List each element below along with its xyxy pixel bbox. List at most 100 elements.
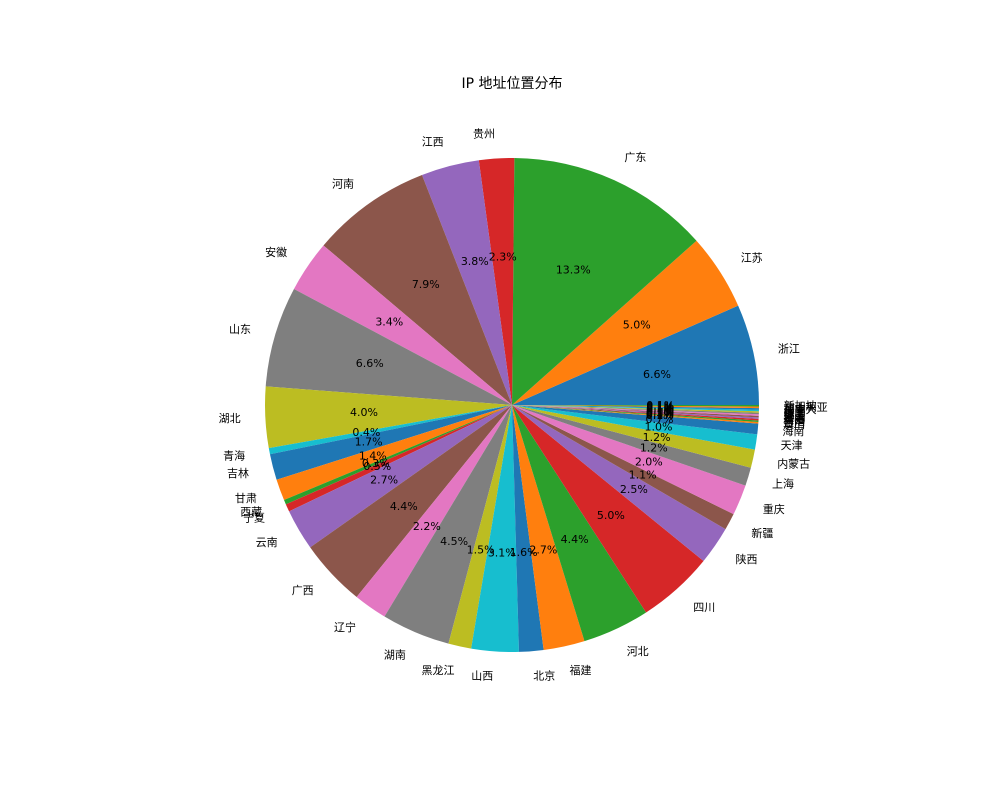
pie-slice	[323, 174, 512, 405]
pie-slice	[512, 405, 759, 421]
slice-category-label: 澳门	[783, 417, 805, 431]
slice-percent-label: 1.2%	[640, 442, 668, 455]
slice-category-label: 福建	[570, 663, 592, 677]
slice-percent-label: 0.1%	[646, 400, 674, 413]
pie-slice	[512, 405, 726, 561]
slice-category-label: 海南	[782, 424, 804, 438]
pie-slice	[512, 405, 746, 515]
slice-category-label: 江西	[422, 136, 444, 149]
slice-percent-label: 0.3%	[362, 457, 390, 470]
pie-slice	[512, 405, 734, 530]
slice-category-label: 德国	[784, 405, 806, 419]
pie-slice	[265, 386, 512, 449]
pie-slice	[284, 405, 512, 505]
slice-category-label: 英国	[784, 407, 806, 421]
slice-category-label: 陕西	[736, 552, 758, 566]
slice-percent-label: 2.2%	[413, 520, 441, 533]
pie-slice	[512, 405, 704, 613]
slice-percent-label: 7.9%	[412, 278, 440, 291]
slice-category-label: 内蒙古	[777, 457, 810, 471]
slice-percent-label: 2.0%	[635, 456, 663, 469]
slice-category-label: 广西	[292, 584, 314, 597]
pie-slice	[512, 405, 585, 650]
pie-slice	[512, 405, 760, 407]
pie-slice	[512, 405, 759, 409]
slice-percent-label: 6.6%	[643, 368, 671, 381]
slice-category-label: 山东	[229, 323, 251, 336]
slice-percent-label: 1.4%	[359, 450, 387, 463]
slice-percent-label: 0.1%	[646, 403, 674, 416]
slice-percent-label: 2.7%	[529, 543, 557, 556]
slice-percent-label: 2.7%	[370, 473, 398, 486]
pie-slice	[512, 405, 759, 410]
slice-category-label: 美国	[783, 413, 805, 426]
slice-category-label: 湖北	[219, 412, 241, 425]
slice-percent-label: 1.6%	[510, 546, 538, 559]
slice-percent-label: 4.4%	[561, 533, 589, 546]
slice-category-label: 香港	[783, 415, 805, 428]
slice-category-label: 河北	[627, 645, 649, 658]
slice-category-label: 广东	[624, 151, 646, 164]
slice-category-label: 浙江	[778, 343, 800, 356]
slice-percent-label: 2.3%	[489, 251, 517, 264]
slice-category-label: 宁夏	[243, 511, 265, 525]
pie-slice	[512, 240, 739, 405]
slice-percent-label: 0.5%	[363, 460, 391, 473]
pie-slice	[421, 160, 512, 405]
pie-slice	[276, 405, 512, 501]
pie-slice	[289, 405, 512, 548]
slice-category-label: 北京	[533, 668, 555, 682]
slice-category-label: 甘肃	[235, 492, 257, 505]
slice-percent-label: 3.1%	[488, 546, 516, 559]
pie-slice	[285, 405, 512, 512]
pie-slice	[268, 405, 512, 455]
slice-percent-label: 0.1%	[646, 402, 674, 415]
slice-percent-label: 5.0%	[597, 509, 625, 522]
pie-slice	[478, 157, 515, 405]
slice-percent-label: 0.1%	[646, 409, 674, 422]
slice-percent-label: 1.2%	[643, 431, 671, 444]
slice-percent-label: 4.5%	[440, 535, 468, 548]
pie-slices	[265, 157, 760, 652]
pie-slice	[512, 405, 759, 423]
slice-percent-label: 0.4%	[352, 426, 380, 439]
slice-percent-label: 4.0%	[350, 406, 378, 419]
slice-percent-label: 0.1%	[646, 405, 674, 418]
pie-slice	[293, 245, 512, 405]
slice-percent-label: 0.7%	[646, 413, 674, 426]
slice-category-label: 重庆	[763, 502, 785, 516]
slice-category-label: 黑龙江	[422, 664, 455, 677]
pie-slice	[471, 405, 519, 652]
pie-slice	[512, 405, 759, 435]
pie-slice	[265, 288, 512, 405]
pie-slice	[512, 405, 759, 418]
slice-percent-label: 0.1%	[646, 406, 674, 419]
slice-category-label: 天津	[781, 439, 803, 452]
slice-percent-label: 6.6%	[356, 357, 384, 370]
pie-slice	[512, 405, 759, 415]
slice-category-label: 新疆	[751, 526, 773, 540]
slice-percent-label: 2.5%	[620, 483, 648, 496]
slice-category-label: 湖南	[384, 649, 406, 662]
pie-percent-labels: 6.6% 5.0% 13.3% 2.3%3.8% 7.9% 3.4% 6.6% 4.0% 0.4…	[350, 251, 674, 560]
slice-category-label: 西藏	[240, 505, 262, 518]
slice-percent-label: 0.1%	[646, 406, 674, 419]
slice-percent-label: 3.4%	[375, 315, 403, 328]
slice-category-label: 四川	[693, 601, 715, 614]
pie-slice	[512, 405, 755, 468]
slice-category-label: 新加坡	[784, 398, 817, 412]
slice-category-label: 青海	[223, 448, 245, 462]
slice-percent-label: 1.1%	[629, 469, 657, 482]
slice-percent-label: 0.1%	[646, 399, 674, 412]
pie-slice	[512, 405, 759, 412]
slice-percent-label: 0.1%	[646, 404, 674, 417]
pie-slice	[512, 405, 751, 486]
slice-category-label: 上海	[772, 476, 794, 490]
pie-slice	[512, 405, 759, 424]
chart-title: IP 地址位置分布	[461, 76, 562, 92]
slice-category-label: 云南	[256, 536, 278, 549]
slice-percent-label: 3.8%	[461, 255, 489, 268]
pie-slice	[310, 405, 512, 597]
pie-slice	[356, 405, 512, 617]
